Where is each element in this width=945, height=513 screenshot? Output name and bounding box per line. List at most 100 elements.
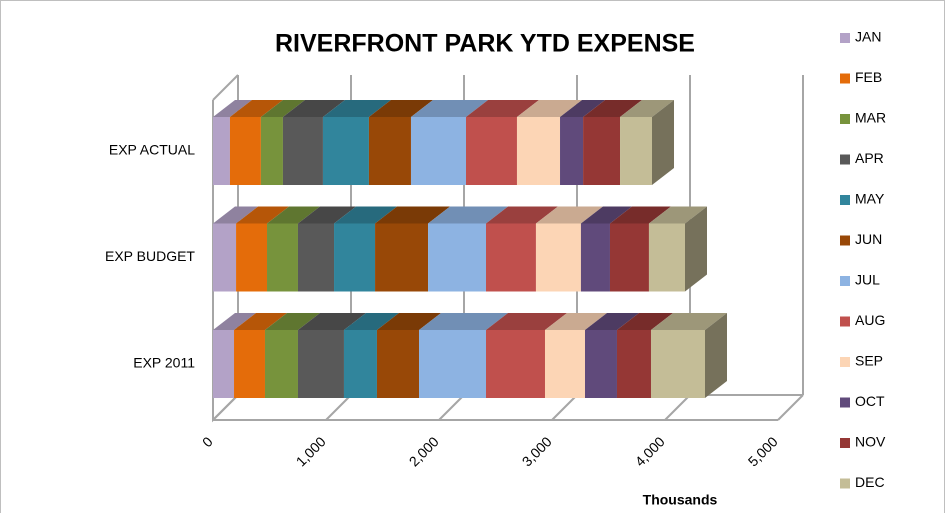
bar — [229, 117, 261, 185]
bar — [535, 223, 581, 292]
x-axis-label: Thousands — [643, 492, 718, 508]
category-label: EXP 2011 — [133, 355, 195, 371]
legend-label: JUL — [855, 272, 880, 288]
legend-label: MAY — [855, 191, 885, 207]
legend-label: AUG — [855, 312, 885, 328]
bar-top — [297, 206, 357, 224]
bar-top — [466, 100, 539, 117]
bar — [376, 330, 419, 398]
bar — [236, 223, 268, 292]
grid-line — [438, 394, 465, 421]
bar — [466, 117, 517, 185]
bar-top — [580, 206, 632, 224]
bar — [428, 223, 487, 292]
bar — [620, 117, 653, 185]
bar-top — [648, 206, 708, 224]
category-label: EXP ACTUAL — [109, 142, 195, 158]
legend-swatch — [840, 114, 850, 124]
legend-label: JAN — [855, 29, 881, 45]
bar — [213, 330, 235, 398]
legend-label: APR — [855, 150, 884, 166]
chart-title: RIVERFRONT PARK YTD EXPENSE — [275, 30, 695, 58]
legend-label: MAR — [855, 110, 886, 126]
bar — [267, 223, 298, 292]
bar-top — [609, 206, 671, 224]
bar-side — [705, 313, 728, 398]
bar-top — [213, 206, 259, 224]
grid-line — [551, 394, 578, 421]
bar-top — [616, 313, 673, 330]
bar-top — [213, 100, 252, 117]
bar-top — [236, 206, 290, 224]
bar — [609, 223, 649, 292]
bar — [418, 330, 487, 398]
bar — [322, 117, 369, 185]
bar-top — [560, 100, 606, 117]
legend-label: DEC — [855, 474, 885, 490]
bar-top — [486, 206, 558, 224]
bar — [516, 117, 561, 185]
bar-top — [428, 206, 509, 224]
bar-side — [652, 100, 675, 185]
legend-swatch — [840, 478, 850, 489]
bar — [375, 223, 429, 292]
bar — [616, 330, 651, 398]
bar — [544, 330, 585, 398]
bar-top — [584, 313, 639, 330]
bar-top — [516, 100, 583, 117]
bar-top — [544, 313, 607, 330]
bar-top — [334, 206, 398, 224]
legend-swatch — [840, 154, 850, 165]
bar — [648, 223, 686, 292]
grid-line — [777, 394, 804, 421]
legend-label: FEB — [855, 69, 882, 85]
bar-top — [322, 100, 391, 117]
bar — [297, 330, 344, 398]
bar-top — [583, 100, 643, 117]
bar-top — [375, 206, 451, 224]
bar-top — [486, 313, 567, 330]
bar-top — [264, 313, 320, 330]
bar — [584, 330, 617, 398]
bar — [410, 117, 467, 185]
grid-line — [664, 394, 691, 421]
bar — [486, 330, 545, 398]
bar-top — [376, 313, 441, 330]
legend-label: NOV — [855, 434, 886, 450]
bar-side — [685, 206, 708, 292]
bar — [213, 117, 230, 185]
legend-swatch — [840, 33, 850, 43]
legend-label: OCT — [855, 393, 885, 409]
bar — [234, 330, 265, 398]
legend-swatch — [840, 73, 850, 84]
bar-top — [535, 206, 603, 224]
legend-swatch — [840, 438, 850, 448]
bar-top — [267, 206, 320, 224]
bar — [213, 223, 237, 292]
bar-top — [213, 313, 257, 330]
bar-top — [229, 100, 283, 117]
bar — [650, 330, 706, 398]
bar — [343, 330, 377, 398]
grid-line — [212, 394, 239, 421]
bar-top — [234, 313, 287, 330]
bar-top — [410, 100, 489, 117]
bar-top — [260, 100, 305, 117]
legend-swatch — [840, 235, 850, 246]
bar — [560, 117, 584, 185]
legend-swatch — [840, 316, 850, 327]
bar — [583, 117, 621, 185]
category-label: EXP BUDGET — [105, 248, 195, 264]
bar-top — [343, 313, 399, 330]
legend-label: JUN — [855, 231, 882, 247]
bar-top — [297, 313, 366, 330]
grid-line — [325, 394, 352, 421]
bar — [282, 117, 323, 185]
bar — [486, 223, 536, 292]
bar-top — [368, 100, 433, 117]
bar — [264, 330, 298, 398]
bar-top — [650, 313, 728, 330]
legend-swatch — [840, 397, 850, 408]
bar-top — [418, 313, 509, 330]
